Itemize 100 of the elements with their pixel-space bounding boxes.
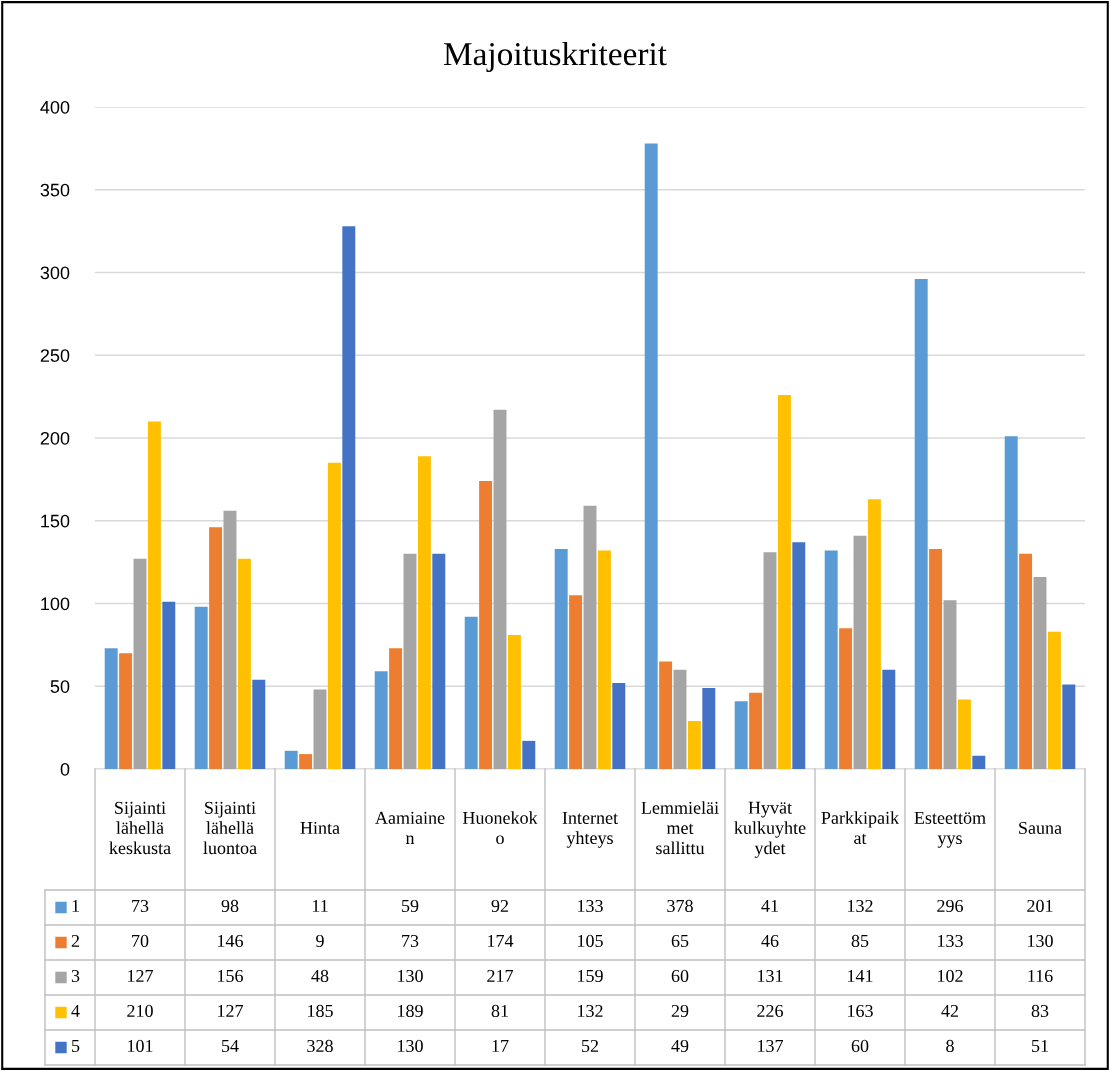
bar xyxy=(867,499,881,769)
bar xyxy=(972,755,986,769)
data-label: 130 xyxy=(1028,934,1053,948)
data-label: 102 xyxy=(938,969,963,983)
x-tick-label: Huonekoko xyxy=(462,811,538,845)
data-label: 60 xyxy=(671,969,689,983)
y-tick-label: 200 xyxy=(40,431,70,445)
y-tick-label: 350 xyxy=(40,183,70,197)
bar xyxy=(403,553,417,769)
data-label: 328 xyxy=(307,1039,333,1053)
data-label: 159 xyxy=(578,969,603,983)
data-label: 65 xyxy=(671,934,689,948)
bar xyxy=(464,616,478,769)
data-label: 185 xyxy=(308,1004,333,1018)
data-label: 174 xyxy=(488,934,514,947)
bar xyxy=(493,409,507,769)
data-label: 59 xyxy=(402,899,419,913)
data-label: 131 xyxy=(758,969,783,983)
x-tick-label: Sijainti lähellä luontoa xyxy=(203,801,257,855)
data-label: 127 xyxy=(218,1004,244,1017)
bar xyxy=(734,701,748,769)
bar xyxy=(209,527,223,769)
x-tick-label: Hinta xyxy=(300,821,340,835)
data-label: 60 xyxy=(851,1039,869,1053)
data-label: 52 xyxy=(582,1039,599,1053)
data-label: 296 xyxy=(937,899,963,913)
bar xyxy=(417,456,431,769)
bar xyxy=(432,553,446,769)
bar xyxy=(943,600,957,769)
bar xyxy=(1033,577,1047,769)
data-label: 51 xyxy=(1032,1039,1048,1053)
data-label: 201 xyxy=(1027,899,1053,913)
legend-label: 3 xyxy=(71,969,80,983)
bar xyxy=(659,661,673,769)
data-label: 48 xyxy=(311,969,329,983)
bar xyxy=(522,740,536,769)
data-label: 54 xyxy=(222,1039,239,1053)
x-tick-label: Sauna xyxy=(1019,821,1062,835)
x-tick-label: Sijainti lähellä keskusta xyxy=(109,801,171,855)
x-tick-label: Parkkipaikat xyxy=(821,811,900,845)
bar xyxy=(119,653,133,769)
data-label: 83 xyxy=(1031,1004,1049,1018)
bar xyxy=(914,279,928,769)
bar xyxy=(299,754,313,769)
data-label: 17 xyxy=(492,1039,509,1052)
bar xyxy=(507,634,521,769)
bar xyxy=(104,648,118,769)
data-label: 130 xyxy=(398,1039,423,1053)
bar xyxy=(777,394,791,769)
bar xyxy=(824,550,838,769)
x-tick-label: Lemmieläimet sallittu xyxy=(641,801,719,855)
data-label: 133 xyxy=(938,934,963,948)
data-label: 141 xyxy=(848,969,873,982)
bar xyxy=(223,510,237,769)
data-label: 42 xyxy=(941,1004,959,1017)
bar xyxy=(792,542,806,769)
data-label: 101 xyxy=(128,1039,153,1053)
bar xyxy=(284,750,298,769)
data-label: 156 xyxy=(218,969,243,983)
data-label: 226 xyxy=(757,1004,783,1018)
data-label: 163 xyxy=(848,1004,873,1018)
data-label: 46 xyxy=(761,934,779,948)
bar xyxy=(583,505,597,769)
bar xyxy=(313,689,327,769)
bar xyxy=(252,679,266,769)
bar xyxy=(133,558,147,769)
data-label: 132 xyxy=(848,899,873,913)
data-label: 41 xyxy=(761,899,778,912)
data-label: 81 xyxy=(491,1004,508,1018)
bar xyxy=(673,669,687,769)
data-label: 73 xyxy=(402,934,419,948)
bar xyxy=(612,682,626,769)
x-tick-label: Aamiainen xyxy=(375,811,445,844)
data-label: 92 xyxy=(491,899,509,913)
data-label: 116 xyxy=(1028,969,1053,983)
data-label: 210 xyxy=(127,1004,153,1018)
data-label: 127 xyxy=(128,969,154,982)
data-label: 217 xyxy=(487,969,514,982)
bar xyxy=(327,462,341,769)
bar xyxy=(389,648,403,769)
bar xyxy=(569,595,583,769)
data-label: 133 xyxy=(578,899,603,913)
bar xyxy=(702,687,716,769)
bar xyxy=(1019,553,1033,769)
bar xyxy=(957,699,971,769)
data-label: 70 xyxy=(132,934,149,948)
bar xyxy=(1047,631,1061,769)
data-label: 189 xyxy=(398,1004,423,1018)
bar xyxy=(374,671,388,769)
data-label: 98 xyxy=(221,899,239,913)
y-tick-label: 100 xyxy=(41,597,70,611)
bar xyxy=(763,552,777,769)
y-tick-label: 400 xyxy=(40,100,70,114)
bar xyxy=(342,226,356,769)
bar xyxy=(929,548,943,769)
bar xyxy=(597,550,611,769)
bar xyxy=(194,606,208,769)
data-label: 130 xyxy=(398,969,423,983)
bar xyxy=(853,535,867,769)
data-label: 132 xyxy=(578,1004,603,1018)
